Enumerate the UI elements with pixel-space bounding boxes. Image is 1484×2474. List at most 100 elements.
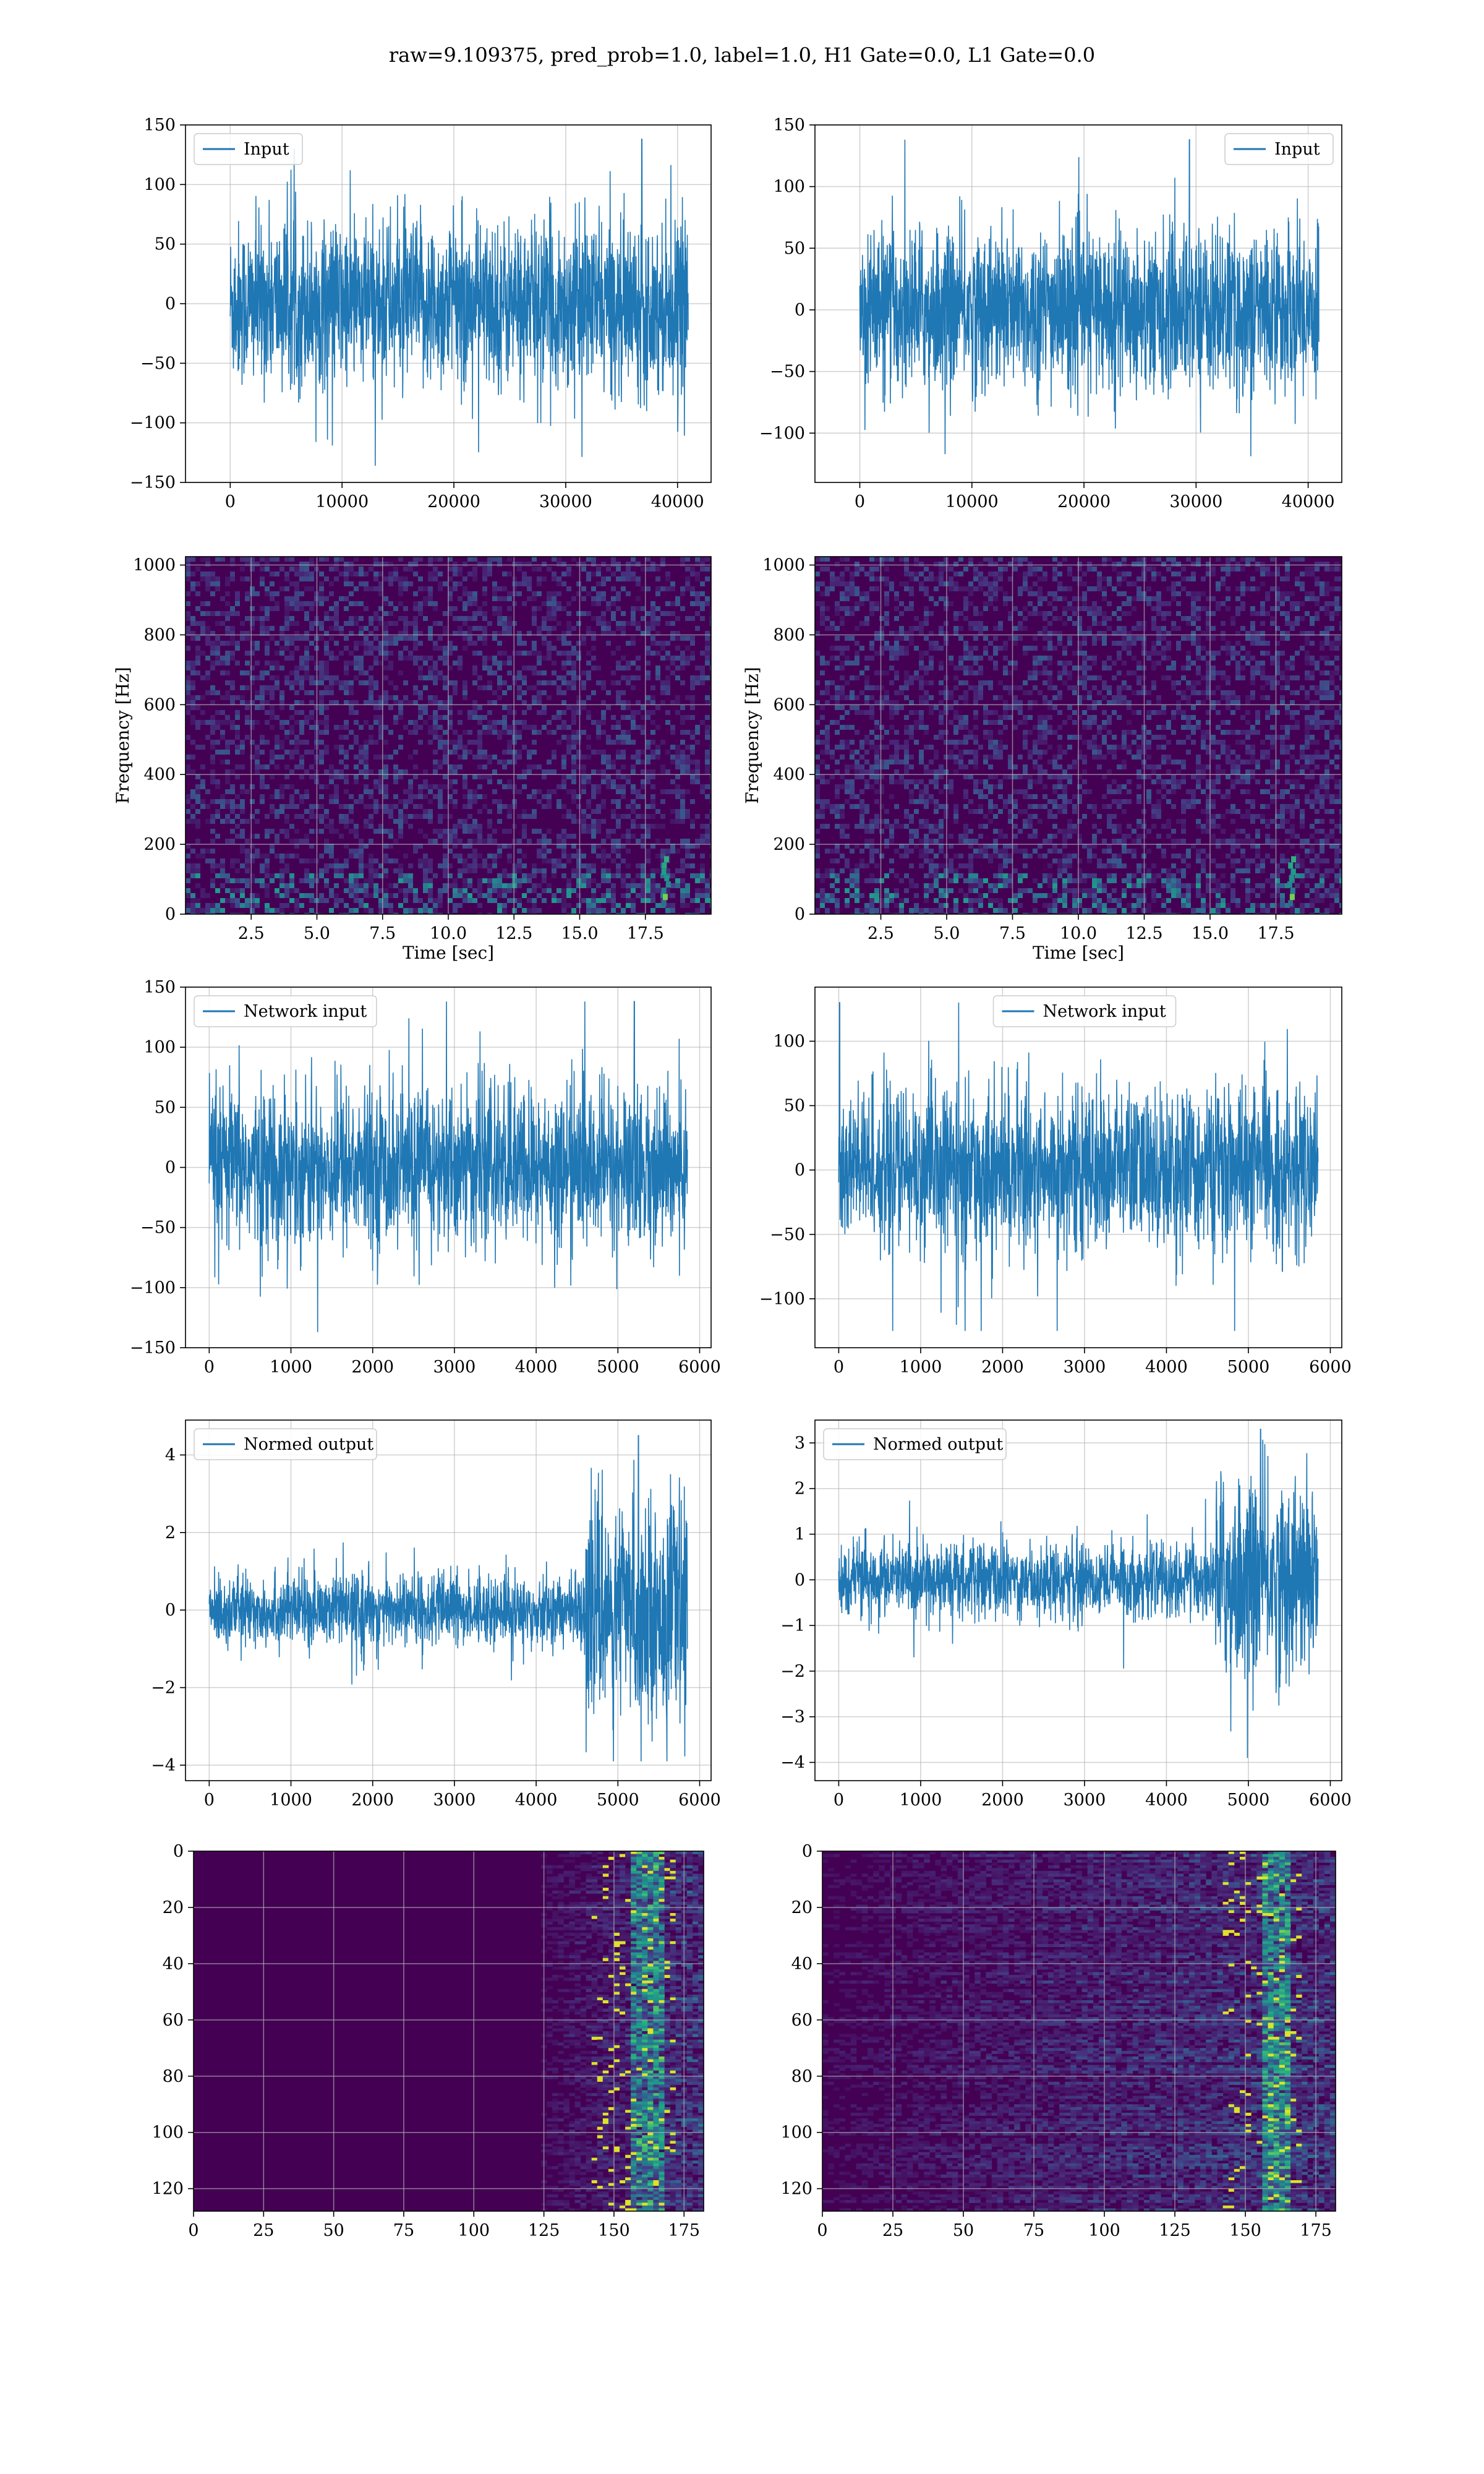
spec-right-xtick-label: 5.0 [934, 924, 960, 943]
feat-right-xtick-label: 50 [953, 2221, 974, 2240]
feat-right-frame [822, 1851, 1336, 2212]
net-left-ytick-label: −100 [130, 1278, 176, 1298]
feat-left-frame [193, 1851, 704, 2212]
net-right-frame [814, 987, 1342, 1348]
net-right-xtick-label: 1000 [900, 1358, 942, 1377]
norm-right-ytick-label: 1 [795, 1525, 805, 1544]
spec-left-xtick-label: 17.5 [627, 924, 664, 943]
spec-left-xtick-label: 15.0 [561, 924, 598, 943]
feat-right-xtick-label: 175 [1300, 2221, 1332, 2240]
input-left-xtick-label: 0 [225, 492, 236, 511]
input-right-panel: 0 10000 20000 30000 40000 −100 −50 0 50 100 150 Inp… [759, 116, 1342, 511]
net-left-ytick-label: 150 [143, 978, 176, 997]
net-left-ytick-label: 50 [155, 1098, 176, 1117]
net-right-xtick-label: 2000 [981, 1358, 1024, 1377]
input-right-xtick-label: 30000 [1169, 492, 1222, 511]
feat-left-ytick-label: 120 [151, 2180, 184, 2199]
net-right-xtick-label: 6000 [1309, 1358, 1352, 1377]
input-right-xtick-label: 20000 [1057, 492, 1111, 511]
norm-left-ytick-label: −2 [151, 1679, 176, 1698]
spec-left-heatmap-cells [186, 557, 711, 914]
feat-left-xtick-label: 75 [393, 2221, 414, 2240]
feat-left-ytick-label: 80 [163, 2067, 184, 2086]
feat-left-xtick-label: 0 [188, 2221, 198, 2240]
net-left-legend-label: Network input [244, 1002, 367, 1021]
net-right-xtick-label: 0 [834, 1358, 844, 1377]
spec-left-ytick-label: 0 [165, 905, 176, 924]
net-right-legend-box [992, 995, 1177, 1027]
spec-left-grid [186, 557, 711, 915]
net-left-ytick-label: −50 [140, 1218, 176, 1238]
net-left-ytick-label: 0 [165, 1158, 176, 1178]
norm-left-legend-box [194, 1428, 377, 1460]
net-right-ytick-label: −50 [770, 1225, 805, 1244]
norm-left-xtick-label: 6000 [678, 1791, 721, 1810]
feat-left-heatmap-cells [541, 1851, 704, 2211]
feat-left-xtick-label: 175 [668, 2221, 700, 2240]
norm-right-xtick-label: 1000 [900, 1791, 942, 1810]
norm-right-panel: 0 1000 2000 3000 4000 5000 6000 −4 −3 −2 −1 0 1 2 3 Nor… [780, 1419, 1352, 1810]
net-left-xtick-label: 1000 [270, 1358, 312, 1377]
norm-left-xtick-label: 2000 [351, 1791, 394, 1810]
input-left-ytick-label: 150 [143, 116, 176, 135]
spec-right-panel: 2.5 5.0 7.5 10.0 12.5 15.0 17.5 0 200 400 600 800 10… [742, 556, 1342, 963]
net-right-ytick-label: 50 [784, 1097, 805, 1116]
feat-left-ytick-label: 0 [173, 1842, 184, 1861]
input-left-legend: Input [194, 133, 303, 165]
net-right-ytick-label: 100 [773, 1032, 805, 1051]
feat-left-xtick-label: 125 [528, 2221, 560, 2240]
feat-left-ytick-label: 100 [151, 2123, 184, 2142]
spec-left-xtick-label: 12.5 [495, 924, 532, 943]
norm-right-ytick-label: −1 [780, 1616, 805, 1635]
feat-right-ytick-label: 60 [791, 2011, 812, 2030]
net-left-xtick-label: 6000 [678, 1358, 721, 1377]
norm-right-xtick-label: 0 [834, 1791, 844, 1810]
feat-left-xtick-label: 100 [458, 2221, 490, 2240]
net-left-xtick-label: 5000 [597, 1358, 639, 1377]
norm-right-xtick-label: 4000 [1145, 1791, 1188, 1810]
feat-right-ytick-label: 120 [780, 2180, 812, 2199]
input-left-xtick-label: 20000 [427, 492, 480, 511]
spec-right-xtick-label: 2.5 [868, 924, 894, 943]
spec-right-ytick-label: 0 [795, 905, 805, 924]
norm-left-ytick-label: 4 [165, 1445, 176, 1465]
norm-left-legend: Normed output [194, 1428, 377, 1460]
norm-left-ytick-label: 2 [165, 1523, 176, 1543]
norm-right-legend-box [823, 1428, 1007, 1460]
input-left-series-line [229, 139, 689, 466]
feat-right-panel: 0 25 50 75 100 125 150 175 0 20 40 60 80 100 120 [780, 1842, 1336, 2240]
norm-left-xtick-label: 5000 [597, 1791, 639, 1810]
input-right-xtick-label: 0 [855, 492, 865, 511]
feat-right-xtick-label: 150 [1229, 2221, 1261, 2240]
spec-right-ytick-label: 200 [773, 835, 805, 854]
spec-right-xtick-label: 15.0 [1192, 924, 1229, 943]
feat-right-ytick-label: 40 [791, 1954, 812, 1974]
feat-left-xtick-label: 150 [598, 2221, 630, 2240]
panels: 0 10000 20000 30000 40000−150−100−5005010015… [113, 116, 1352, 2240]
norm-right-ytick-label: −4 [780, 1753, 805, 1772]
input-right-legend: Input [1224, 133, 1334, 165]
net-left-xtick-label: 4000 [515, 1358, 558, 1377]
norm-left-series-line [208, 1435, 688, 1761]
input-right-frame [814, 124, 1342, 483]
feat-right-heatmap-cells [822, 1851, 1336, 2211]
net-left-legend: Network input [194, 995, 377, 1027]
input-left-legend-label: Input [244, 140, 289, 159]
input-right-legend-box [1224, 133, 1334, 165]
input-right-legend-label: Input [1274, 140, 1320, 159]
feat-right-ytick-label: 20 [791, 1898, 812, 1917]
norm-left-ytick-label: −4 [151, 1756, 176, 1775]
net-left-ytick-label: 100 [143, 1038, 176, 1057]
spec-left-ytick-label: 400 [143, 765, 176, 784]
norm-left-panel: 0 1000 2000 3000 4000 5000 6000 −4 −2 0 2 4 Normed o… [151, 1419, 721, 1810]
norm-right-ytick-label: −3 [780, 1708, 805, 1727]
input-left-panel: 0 10000 20000 30000 40000 −150 −100 −50 0 50 100 15… [130, 116, 712, 511]
spec-right-ytick-label: 600 [773, 695, 805, 714]
feat-right-ytick-label: 80 [791, 2067, 812, 2086]
net-right-ytick-label: −100 [759, 1290, 805, 1309]
norm-right-ytick-label: 3 [795, 1434, 805, 1453]
feat-right-xtick-label: 100 [1088, 2221, 1120, 2240]
norm-right-series-line [838, 1429, 1319, 1758]
input-left-ytick-label: 50 [155, 235, 176, 254]
